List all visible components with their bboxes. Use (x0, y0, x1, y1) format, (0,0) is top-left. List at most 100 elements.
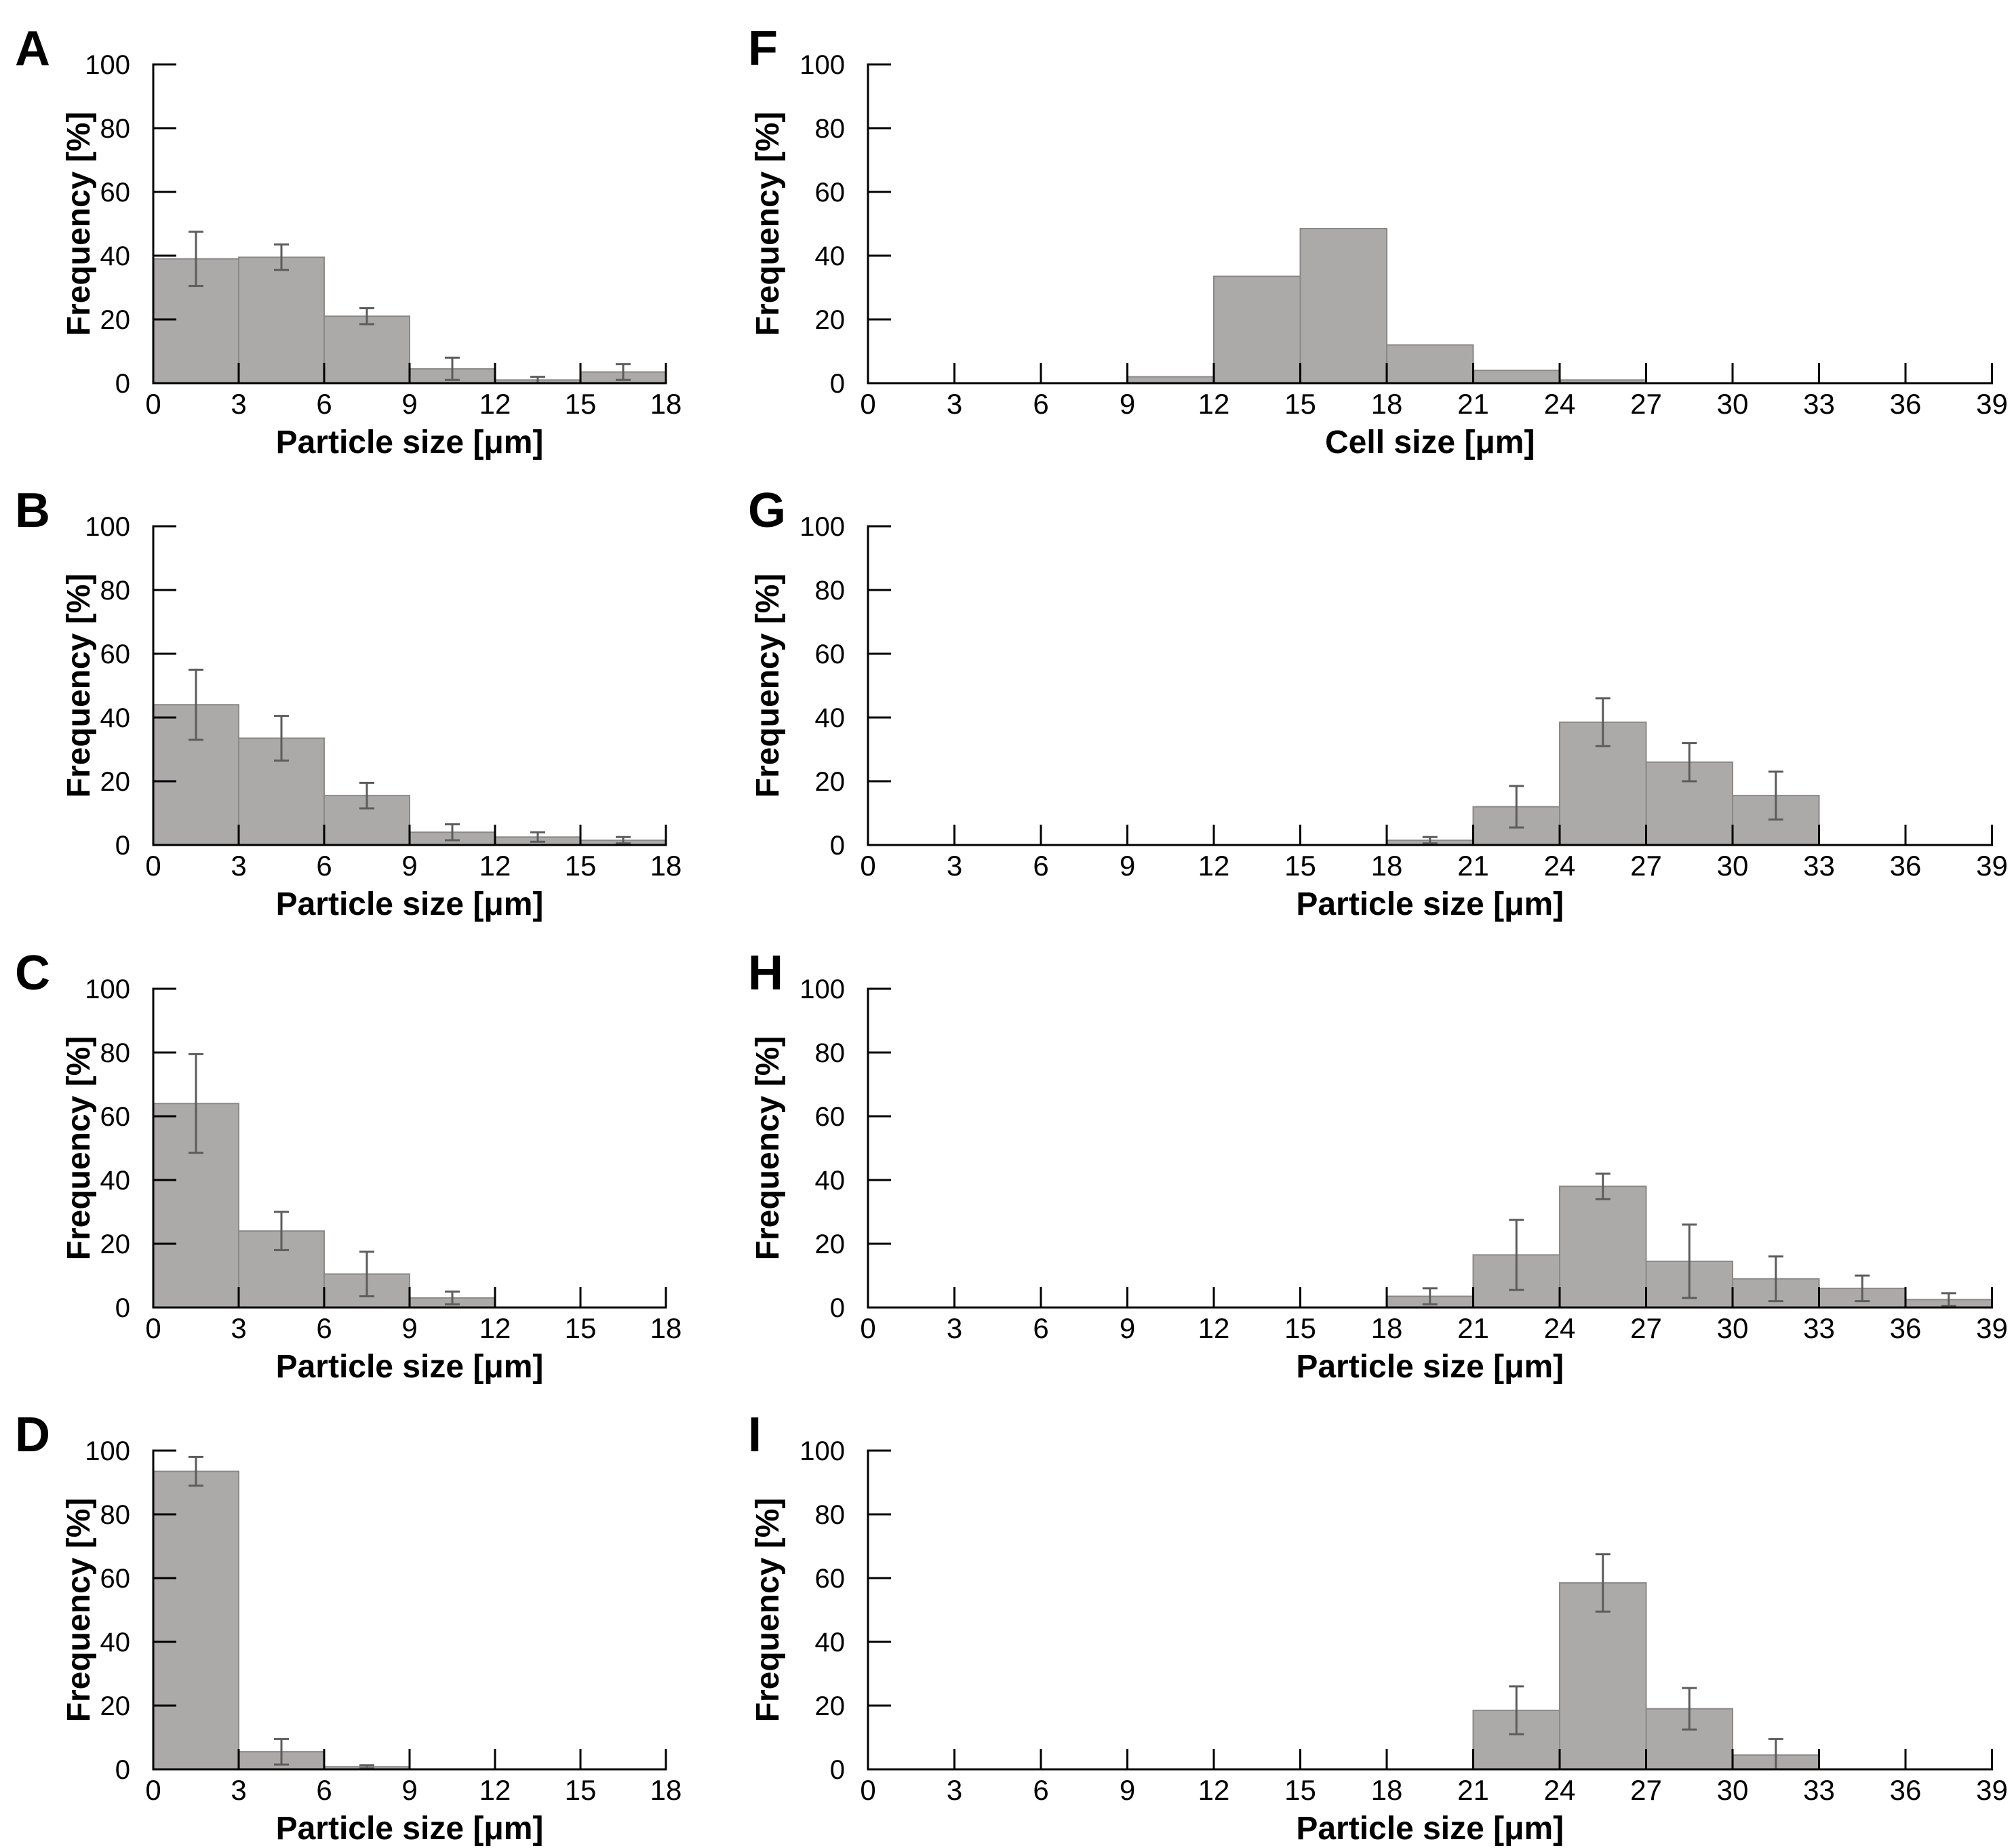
x-tick-label: 18 (1371, 850, 1403, 882)
histogram-bar (1559, 1185, 1647, 1308)
x-tick-label: 39 (1976, 1312, 2008, 1344)
x-tick-label: 6 (316, 850, 332, 882)
x-tick-label: 9 (401, 850, 417, 882)
x-tick-label: 30 (1717, 1774, 1749, 1806)
x-tick-label: 6 (1033, 1774, 1048, 1806)
y-tick-label: 20 (815, 305, 846, 335)
y-tick-label: 40 (100, 241, 131, 271)
x-tick-label: 18 (650, 1774, 682, 1806)
y-tick-label: 100 (799, 50, 845, 80)
error-bar (1682, 1223, 1697, 1299)
y-tick-label: 80 (815, 114, 846, 144)
x-tick-label: 36 (1890, 388, 1922, 420)
y-tick-label: 20 (815, 1230, 846, 1259)
y-tick-label: 60 (815, 640, 846, 669)
x-tick-label: 9 (1120, 1774, 1135, 1806)
panel-letter-I: I (748, 1408, 762, 1462)
histogram-bar (1472, 370, 1560, 385)
error-bar (274, 1211, 289, 1251)
x-tick-label: 15 (565, 1312, 597, 1344)
x-tick-label: 15 (1284, 1774, 1316, 1806)
y-axis-title: Frequency [%] (61, 1036, 97, 1261)
panel-B: 0 20 40 60 80 100 0 3 6 9 12 15 18 Particle size [μm]… (15, 484, 682, 922)
y-tick-label: 100 (799, 1436, 845, 1466)
x-tick-label: 27 (1630, 1774, 1662, 1806)
y-tick-label: 100 (799, 975, 845, 1004)
x-tick-label: 18 (1371, 388, 1403, 420)
y-tick-label: 80 (100, 576, 131, 606)
error-bar (274, 1737, 289, 1766)
error-bar (359, 307, 374, 326)
error-bar (445, 823, 460, 842)
x-tick-label: 15 (565, 850, 597, 882)
y-axis-title: Frequency [%] (61, 1498, 97, 1723)
y-tick-label: 20 (100, 305, 131, 335)
x-tick-label: 21 (1457, 850, 1489, 882)
x-tick-label: 36 (1890, 850, 1922, 882)
error-bar (1422, 1287, 1438, 1305)
y-tick-label: 80 (100, 114, 131, 144)
y-tick-label: 100 (799, 512, 845, 542)
error-bar (359, 1251, 374, 1298)
x-axis-title: Particle size [μm] (276, 886, 544, 922)
error-bar (189, 1455, 203, 1487)
x-tick-label: 0 (860, 388, 875, 420)
panel-letter-A: A (15, 22, 50, 76)
x-tick-label: 24 (1544, 1774, 1576, 1806)
x-tick-label: 9 (401, 1774, 417, 1806)
histogram-bar (1213, 275, 1301, 384)
y-tick-label: 60 (815, 178, 846, 208)
y-tick-label: 20 (815, 1691, 846, 1721)
histogram-bar (1559, 1582, 1647, 1770)
y-axis-title: Frequency [%] (750, 574, 786, 798)
y-tick-label: 20 (100, 1691, 131, 1721)
error-bar (616, 363, 631, 381)
x-tick-label: 15 (1284, 850, 1316, 882)
x-tick-label: 15 (565, 388, 597, 420)
y-tick-label: 80 (100, 1500, 131, 1530)
x-tick-label: 3 (231, 1312, 246, 1344)
x-tick-label: 39 (1976, 388, 2008, 420)
x-tick-label: 30 (1717, 850, 1749, 882)
x-tick-label: 6 (316, 1774, 332, 1806)
y-tick-label: 80 (815, 576, 846, 606)
y-tick-label: 40 (815, 1628, 846, 1657)
y-tick-label: 20 (815, 767, 846, 797)
panel-letter-F: F (748, 22, 778, 76)
y-tick-label: 40 (100, 1166, 131, 1196)
y-tick-label: 0 (830, 1293, 845, 1323)
error-bar (1682, 742, 1697, 783)
x-tick-label: 18 (1371, 1774, 1403, 1806)
panel-letter-C: C (15, 946, 50, 1000)
x-axis-title: Particle size [μm] (276, 425, 544, 460)
error-bar (445, 1291, 460, 1305)
y-tick-label: 100 (85, 1436, 130, 1466)
x-tick-label: 12 (1198, 388, 1230, 420)
y-tick-label: 60 (100, 178, 131, 208)
x-tick-label: 9 (1120, 388, 1135, 420)
x-tick-label: 6 (1033, 1312, 1048, 1344)
y-tick-label: 100 (85, 512, 130, 542)
x-tick-label: 24 (1544, 850, 1576, 882)
y-tick-label: 60 (815, 1102, 846, 1132)
error-bar (1941, 1292, 1956, 1308)
x-tick-label: 21 (1457, 1774, 1489, 1806)
panel-A: 0 20 40 60 80 100 0 3 6 9 12 15 18 Particle size [μm]… (15, 22, 682, 460)
x-tick-label: 9 (1120, 1312, 1135, 1344)
error-bar (445, 356, 460, 381)
x-tick-label: 39 (1976, 1774, 2008, 1806)
error-bar (1595, 1173, 1611, 1200)
x-tick-label: 3 (947, 1774, 962, 1806)
x-tick-label: 0 (145, 1312, 161, 1344)
x-tick-label: 9 (1120, 850, 1135, 882)
error-bar (1855, 1274, 1870, 1303)
x-tick-label: 9 (401, 1312, 417, 1344)
x-tick-label: 15 (1284, 388, 1316, 420)
panel-letter-H: H (748, 946, 783, 1000)
y-tick-label: 40 (100, 703, 131, 733)
y-tick-label: 80 (100, 1038, 131, 1068)
x-axis-title: Particle size [μm] (1296, 886, 1564, 922)
x-tick-label: 12 (479, 850, 511, 882)
